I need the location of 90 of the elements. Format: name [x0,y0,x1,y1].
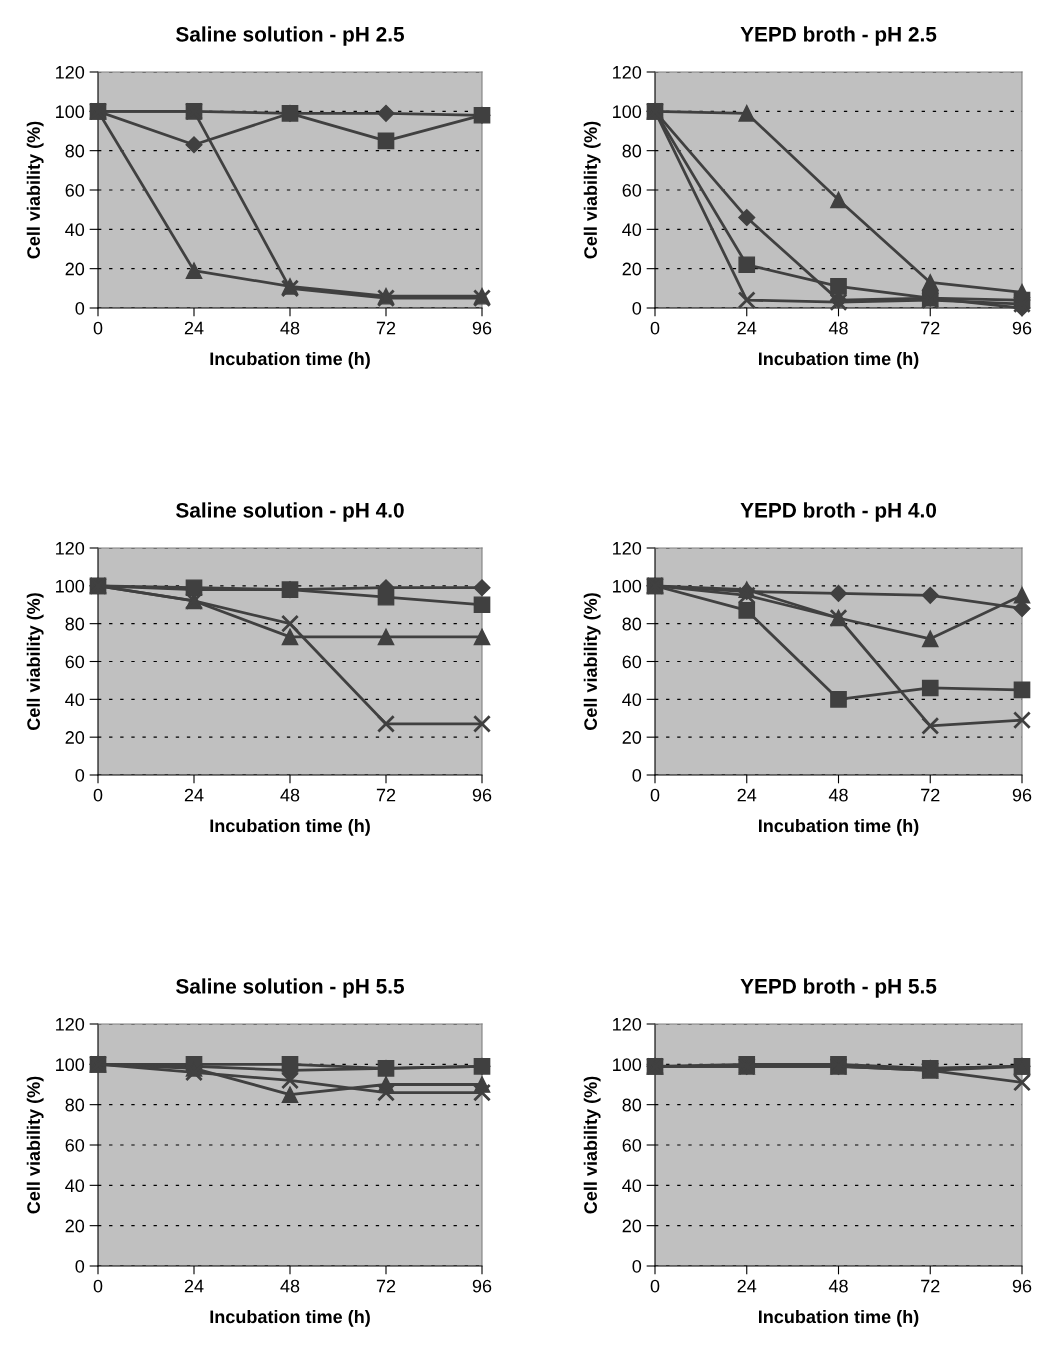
x-tick-label: 96 [472,788,492,802]
y-tick-label: 20 [622,1219,642,1233]
x-tick-label: 96 [472,321,492,335]
x-tick-label: 24 [737,321,757,335]
y-tick-label: 20 [65,1219,85,1233]
x-tick-label: 24 [184,788,204,802]
x-tick-label: 24 [737,1279,757,1293]
y-tick-label: 60 [65,1138,85,1152]
y-tick-label: 120 [613,541,642,555]
y-tick-label: 120 [56,65,85,79]
y-tick-label: 60 [65,655,85,669]
y-axis-title: Cell viability (%) [26,593,44,730]
y-tick-label: 100 [613,1058,642,1072]
y-tick-label: 60 [622,183,642,197]
y-tick-label: 0 [632,768,642,782]
y-tick-label: 0 [75,1259,85,1273]
y-tick-label: 80 [65,144,85,158]
y-tick-label: 80 [622,144,642,158]
x-tick-label: 48 [828,1279,848,1293]
x-tick-label: 0 [650,1279,660,1293]
y-axis-title: Cell viability (%) [583,593,601,730]
y-tick-label: 60 [65,183,85,197]
x-tick-label: 48 [280,788,300,802]
y-tick-label: 100 [613,105,642,119]
x-axis-title: Incubation time (h) [758,1309,919,1327]
y-tick-label: 100 [56,105,85,119]
x-axis-title: Incubation time (h) [758,818,919,836]
x-tick-label: 72 [376,788,396,802]
y-axis-title: Cell viability (%) [26,1076,44,1214]
y-tick-label: 40 [622,223,642,237]
y-tick-label: 60 [622,1138,642,1152]
x-tick-label: 96 [472,1279,492,1293]
y-tick-label: 0 [75,768,85,782]
x-tick-label: 48 [828,788,848,802]
y-tick-label: 20 [65,731,85,744]
y-tick-label: 20 [622,731,642,744]
y-tick-label: 100 [613,579,642,593]
y-tick-label: 120 [613,1017,642,1031]
y-tick-label: 0 [75,301,85,315]
chart-title: YEPD broth - pH 4.0 [740,502,937,522]
x-tick-label: 24 [184,1279,204,1293]
chart-title: YEPD broth - pH 2.5 [740,26,937,46]
x-tick-label: 72 [376,321,396,335]
x-tick-label: 48 [280,1279,300,1293]
y-tick-label: 100 [56,1058,85,1072]
y-tick-label: 40 [65,223,85,237]
chart-title: Saline solution - pH 2.5 [176,26,405,46]
y-tick-label: 40 [65,1179,85,1193]
y-tick-label: 40 [622,1179,642,1193]
x-tick-label: 96 [1012,1279,1032,1293]
y-axis-title: Cell viability (%) [26,121,44,259]
x-tick-label: 96 [1012,321,1032,335]
x-tick-label: 24 [184,321,204,335]
x-tick-label: 0 [93,1279,103,1293]
y-tick-label: 0 [632,301,642,315]
y-tick-label: 20 [65,262,85,276]
x-tick-label: 48 [280,321,300,335]
chart-title: Saline solution - pH 4.0 [176,502,404,522]
x-axis-title: Incubation time (h) [210,818,370,836]
y-tick-label: 120 [56,1017,85,1031]
y-tick-label: 80 [622,617,642,631]
x-tick-label: 72 [921,1279,940,1293]
y-tick-label: 80 [65,617,85,631]
x-tick-label: 0 [650,788,660,802]
x-tick-label: 0 [93,788,103,802]
y-tick-label: 100 [56,579,85,593]
y-tick-label: 0 [632,1259,642,1273]
x-tick-label: 0 [93,321,103,335]
x-tick-label: 24 [737,788,757,802]
y-tick-label: 80 [622,1098,642,1112]
y-tick-label: 120 [56,541,85,555]
x-tick-label: 72 [376,1279,396,1293]
y-tick-label: 40 [65,693,85,707]
chart-title: YEPD broth - pH 5.5 [740,978,937,998]
y-tick-label: 40 [622,693,642,707]
y-axis-title: Cell viability (%) [583,121,601,259]
x-axis-title: Incubation time (h) [210,1309,370,1327]
x-axis-title: Incubation time (h) [210,351,370,369]
x-axis-title: Incubation time (h) [758,351,919,369]
y-tick-label: 20 [622,262,642,276]
y-tick-label: 120 [613,65,642,79]
y-axis-title: Cell viability (%) [583,1076,601,1214]
chart-title: Saline solution - pH 5.5 [176,978,405,998]
y-tick-label: 80 [65,1098,85,1112]
x-tick-label: 96 [1012,788,1032,802]
x-tick-label: 48 [828,321,848,335]
x-tick-label: 72 [921,788,940,802]
x-tick-label: 0 [650,321,660,335]
y-tick-label: 60 [622,655,642,669]
x-tick-label: 72 [921,321,940,335]
